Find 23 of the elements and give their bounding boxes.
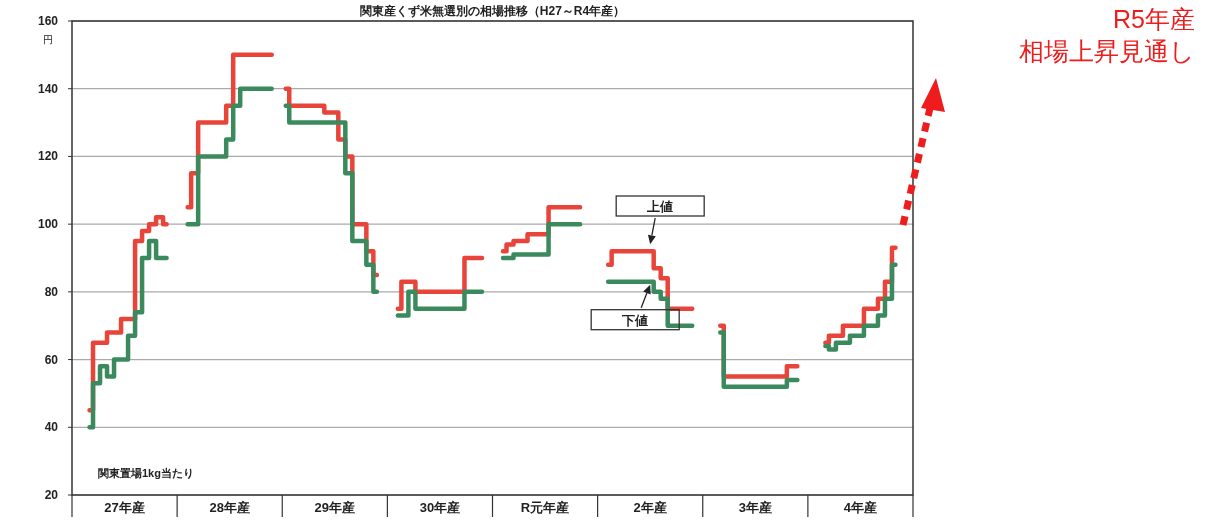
x-tick-label: 30年産 <box>419 500 461 515</box>
y-tick-label: 120 <box>37 149 59 164</box>
y-tick-label: 160 <box>37 14 59 28</box>
x-tick-label: 29年産 <box>314 500 356 515</box>
annotation: 関東置場1kg当たり <box>98 467 194 480</box>
x-tick-label: 2年産 <box>633 500 667 515</box>
x-tick-label: R元年産 <box>520 500 570 515</box>
text: 相場上昇見通し <box>1019 37 1195 65</box>
y-tick-label: 20 <box>44 488 59 502</box>
y-tick-label: 60 <box>44 352 59 367</box>
text: R5年産 <box>1113 5 1195 33</box>
y-tick-label: 100 <box>37 217 59 232</box>
x-tick-label: 27年産 <box>104 500 145 515</box>
annotation: 上値 <box>646 199 674 214</box>
y-tick-label: 40 <box>44 420 59 435</box>
annotation: 下値 <box>621 312 649 328</box>
y-tick-label: 80 <box>44 284 59 299</box>
chart-title: 関東産くず米無選別の相場推移（H27～R4年産） <box>359 4 626 18</box>
x-tick-label: 28年産 <box>209 500 250 515</box>
x-tick-label: 3年産 <box>738 500 772 515</box>
y-axis-title: 円 <box>43 34 53 45</box>
x-tick-label: 4年産 <box>843 500 878 515</box>
y-tick-label: 140 <box>37 81 59 96</box>
